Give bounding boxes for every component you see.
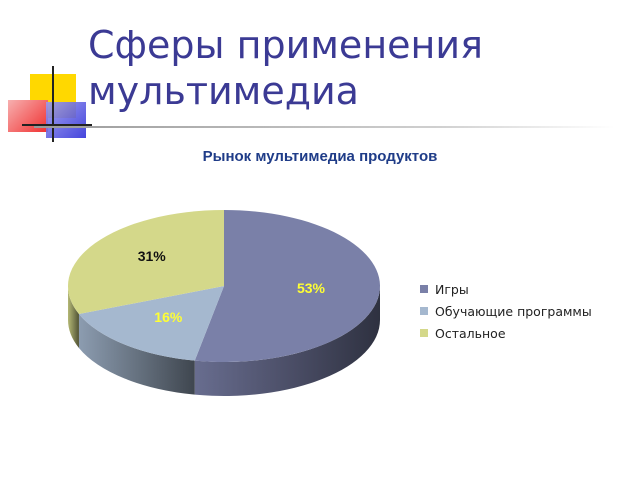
pie-side-3 <box>68 286 79 348</box>
slide-title-line2: мультимедиа <box>88 69 359 113</box>
legend-item-2: Обучающие программы <box>420 300 592 322</box>
pie-slice-2[interactable] <box>78 286 224 361</box>
decor-vertical-line <box>52 66 54 142</box>
decor-horizontal-line <box>22 124 92 126</box>
chart-title: Рынок мультимедиа продуктов <box>202 148 438 165</box>
legend-item-3: Остальное <box>420 322 592 344</box>
legend-label-1: Игры <box>435 281 469 297</box>
legend-swatch-3 <box>420 329 428 337</box>
pie-side-1 <box>194 286 380 396</box>
legend-label-3: Остальное <box>435 325 506 341</box>
slide-title: Сферы применения мультимедиа <box>88 22 618 114</box>
legend-swatch-2 <box>420 307 428 315</box>
legend-swatch-1 <box>420 285 428 293</box>
pie-slice-3[interactable] <box>67 210 224 314</box>
title-divider <box>34 126 614 128</box>
legend-item-1: Игры <box>420 278 592 300</box>
legend-label-2: Обучающие программы <box>435 303 592 319</box>
pie-data-label-3: 31% <box>137 248 166 265</box>
pie-slice-1[interactable] <box>194 210 380 362</box>
pie-data-label-1: 53% <box>296 280 325 296</box>
chart-legend: Игры Обучающие программы Остальное <box>420 278 592 344</box>
pie-data-label-2: 16% <box>154 308 183 325</box>
pie-side-2 <box>78 313 195 395</box>
slide-title-line1: Сферы применения <box>88 23 483 67</box>
